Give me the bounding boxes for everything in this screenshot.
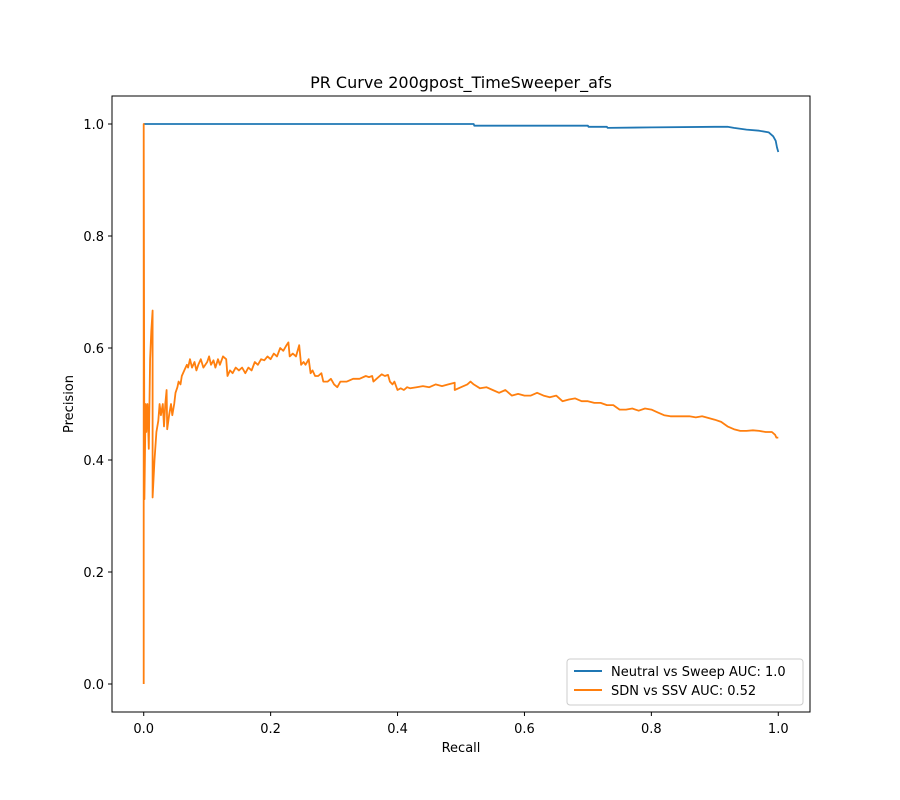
y-tick-label: 1.0 <box>83 118 104 133</box>
y-tick-label: 0.6 <box>83 342 104 357</box>
x-tick-label: 1.0 <box>768 722 789 737</box>
y-tick-label: 0.8 <box>83 230 104 245</box>
x-tick-label: 0.4 <box>387 722 408 737</box>
y-axis-ticks: 0.0 0.2 0.4 0.6 0.8 1.0 <box>83 118 112 693</box>
legend: Neutral vs Sweep AUC: 1.0 SDN vs SSV AUC… <box>566 658 804 706</box>
legend-label-neutral-vs-sweep: Neutral vs Sweep AUC: 1.0 <box>611 665 786 680</box>
plot-frame <box>111 95 811 713</box>
y-tick-label: 0.2 <box>83 566 104 581</box>
x-tick-label: 0.6 <box>514 722 535 737</box>
legend-label-sdn-vs-ssv: SDN vs SSV AUC: 0.52 <box>611 684 756 699</box>
series-layer <box>142 123 780 684</box>
y-tick-label: 0.4 <box>83 454 104 469</box>
legend-box <box>566 658 804 706</box>
x-axis-label: Recall <box>442 741 481 756</box>
x-axis-ticks: 0.0 0.2 0.4 0.6 0.8 1.0 <box>133 712 789 737</box>
x-tick-label: 0.0 <box>133 722 154 737</box>
y-axis-label: Precision <box>62 375 77 433</box>
y-tick-label: 0.0 <box>83 678 104 693</box>
x-tick-label: 0.8 <box>641 722 662 737</box>
x-tick-label: 0.2 <box>260 722 281 737</box>
chart-title: PR Curve 200gpost_TimeSweeper_afs <box>310 73 612 93</box>
series-line-sdn-vs-ssv <box>142 123 779 684</box>
series-line-neutral-vs-sweep <box>143 123 780 153</box>
